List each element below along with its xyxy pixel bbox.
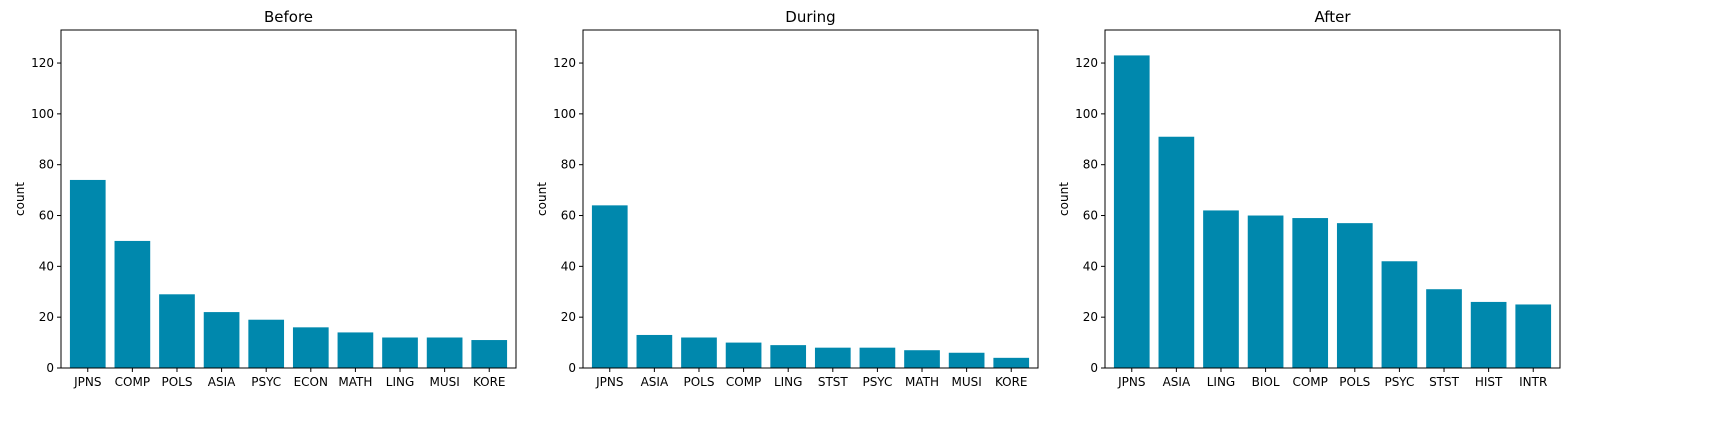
x-tick-label: BIOL <box>1252 375 1280 389</box>
y-tick-label: 100 <box>1075 107 1098 121</box>
chart-panel-before: Before count JPNS COMP POLS ASIA PSYC ECON MAT… <box>13 8 517 389</box>
x-tick-label: LING <box>774 375 803 389</box>
y-tick-label: 120 <box>553 56 576 70</box>
bar-jpns <box>69 179 106 368</box>
bar-pols <box>1336 223 1373 368</box>
panel-title: Before <box>264 8 313 26</box>
x-tick-label: COMP <box>1292 375 1327 389</box>
y-axis-label: count <box>535 182 549 216</box>
x-tick-label: ASIA <box>641 375 669 389</box>
x-tick-label: PSYC <box>862 375 892 389</box>
bar-stst <box>814 347 851 368</box>
y-tick-label: 60 <box>561 209 576 223</box>
y-tick-label: 40 <box>1083 259 1098 273</box>
bar-asia <box>1158 136 1195 368</box>
y-tick-label: 60 <box>1083 209 1098 223</box>
bar-comp <box>725 342 762 368</box>
x-tick-label: POLS <box>161 375 192 389</box>
bar-hist <box>1470 301 1507 368</box>
x-tick-label: COMP <box>726 375 761 389</box>
x-tick-label: POLS <box>1339 375 1370 389</box>
y-tick-label: 120 <box>1075 56 1098 70</box>
y-tick-label: 40 <box>561 259 576 273</box>
bar-math <box>904 350 940 368</box>
x-tick-label: JPNS <box>73 375 101 389</box>
bar-comp <box>1292 218 1329 368</box>
x-tick-label: KORE <box>473 375 506 389</box>
x-tick-label: POLS <box>683 375 714 389</box>
x-tick-label: PSYC <box>1384 375 1414 389</box>
panel-title: After <box>1314 8 1351 26</box>
bar-pols <box>681 337 717 368</box>
x-tick-label: JPNS <box>1117 375 1145 389</box>
x-tick-label: ECON <box>294 375 328 389</box>
y-tick-label: 0 <box>568 361 576 375</box>
bar-asia <box>636 334 673 368</box>
bar-stst <box>1426 289 1462 368</box>
y-tick-label: 0 <box>46 361 54 375</box>
bar-intr <box>1515 304 1552 368</box>
bar-pols <box>159 294 195 368</box>
bar-biol <box>1247 215 1284 368</box>
y-tick-label: 40 <box>39 259 54 273</box>
y-tick-label: 80 <box>561 158 576 172</box>
y-tick-label: 120 <box>31 56 54 70</box>
x-tick-label: HIST <box>1475 375 1503 389</box>
x-tick-label: KORE <box>995 375 1028 389</box>
plot-frame <box>1104 29 1561 369</box>
y-tick-label: 80 <box>39 158 54 172</box>
y-axis-label: count <box>13 182 27 216</box>
x-tick-label: MUSI <box>951 375 981 389</box>
x-tick-label: MATH <box>338 375 372 389</box>
x-tick-label: MATH <box>905 375 939 389</box>
x-tick-label: LING <box>1207 375 1236 389</box>
x-tick-label: ASIA <box>208 375 236 389</box>
y-tick-label: 100 <box>553 107 576 121</box>
bar-asia <box>203 312 240 368</box>
bar-jpns <box>1113 55 1150 368</box>
bar-comp <box>114 240 151 368</box>
bar-jpns <box>591 205 628 368</box>
chart-panel-during: During count JPNS ASIA POLS COMP LING STST PSY… <box>535 8 1039 389</box>
y-tick-label: 0 <box>1090 361 1098 375</box>
bar-musi <box>948 352 985 368</box>
chart-panel-after: After count JPNS ASIA LING BIOL COMP POLS PSYC… <box>1057 8 1561 389</box>
bar-ling <box>382 337 418 368</box>
bar-kore <box>993 357 1030 368</box>
x-tick-label: STST <box>1429 375 1460 389</box>
y-tick-label: 60 <box>39 209 54 223</box>
x-tick-label: JPNS <box>595 375 623 389</box>
bar-musi <box>426 337 463 368</box>
bar-kore <box>471 340 508 368</box>
bar-psyc <box>1381 261 1418 368</box>
plot-frame <box>60 29 517 369</box>
panel-title: During <box>785 8 835 26</box>
x-tick-label: LING <box>386 375 415 389</box>
bar-ling <box>770 345 807 368</box>
x-tick-label: ASIA <box>1163 375 1191 389</box>
y-tick-label: 20 <box>39 310 54 324</box>
x-tick-label: INTR <box>1519 375 1547 389</box>
y-tick-label: 20 <box>1083 310 1098 324</box>
bar-math <box>337 332 374 368</box>
x-tick-label: MUSI <box>429 375 459 389</box>
y-axis-label: count <box>1057 182 1071 216</box>
x-tick-label: PSYC <box>251 375 281 389</box>
y-tick-label: 80 <box>1083 158 1098 172</box>
bar-econ <box>292 327 329 368</box>
bar-psyc <box>248 319 285 368</box>
y-tick-label: 20 <box>561 310 576 324</box>
bar-ling <box>1203 210 1239 368</box>
y-tick-label: 100 <box>31 107 54 121</box>
x-tick-label: STST <box>818 375 849 389</box>
x-tick-label: COMP <box>115 375 150 389</box>
bar-psyc <box>859 347 896 368</box>
plot-frame <box>582 29 1039 369</box>
